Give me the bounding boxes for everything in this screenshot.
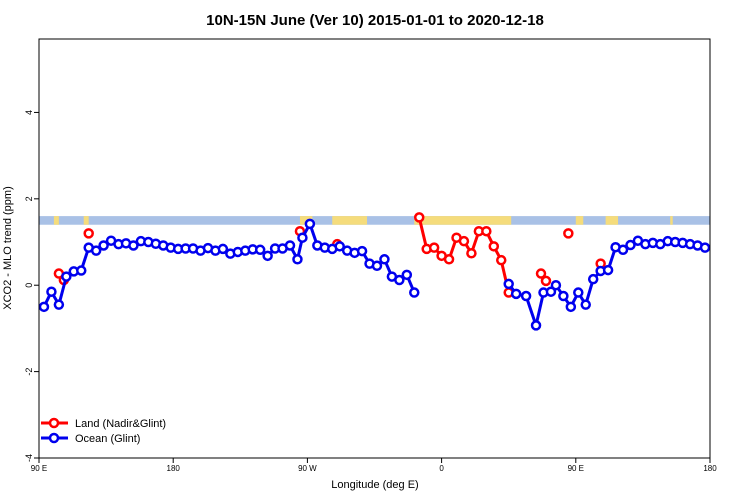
data-point [297, 232, 308, 243]
data-point [53, 299, 65, 310]
data-point [520, 290, 532, 302]
x-tick-label: 90 W [298, 464, 317, 473]
data-point [304, 218, 316, 230]
data-point [481, 225, 492, 237]
data-point [602, 264, 614, 276]
data-point [292, 254, 303, 265]
data-point [334, 241, 345, 252]
data-point [495, 254, 507, 266]
data-point [530, 320, 542, 331]
y-tick-label: 0 [24, 283, 34, 288]
legend-marker-land [48, 417, 60, 429]
data-point [617, 244, 629, 256]
y-axis: -4 -2 0 2 4 [24, 110, 39, 462]
series-line [417, 217, 511, 293]
data-point [587, 273, 599, 285]
data-point [61, 271, 72, 282]
data-point [217, 243, 229, 255]
y-tick-label: 4 [24, 110, 34, 115]
plot-frame [38, 38, 711, 459]
data-point [580, 299, 591, 310]
data-point [371, 260, 383, 272]
y-axis-label: XCO2 - MLO trend (ppm) [2, 186, 14, 309]
data-point [394, 274, 405, 286]
data-point [128, 240, 139, 251]
data-point [254, 244, 266, 256]
legend-label-ocean: Ocean (Glint) [75, 433, 140, 445]
data-point [545, 286, 557, 297]
land-band-land-patch [53, 216, 59, 225]
x-tick-label: 90 E [568, 464, 584, 473]
y-tick-label: -2 [24, 368, 34, 376]
data-point [46, 286, 57, 297]
data-point [413, 212, 425, 223]
data-point [573, 287, 584, 298]
data-point [443, 254, 455, 265]
data-point [38, 301, 50, 313]
data-point [699, 242, 711, 253]
land-band-land-patch [575, 216, 584, 225]
land-band-ocean-fill [39, 216, 710, 225]
data-point [625, 239, 636, 251]
data-point [379, 254, 390, 265]
land-band-land-patch [670, 216, 673, 225]
data-point [262, 250, 273, 262]
data-point [75, 265, 87, 276]
x-axis: 90 E 180 90 W 0 90 E 180 [31, 458, 717, 473]
x-tick-label: 180 [167, 464, 181, 473]
data-point [510, 288, 522, 300]
data-point [488, 241, 500, 252]
x-tick-label: 180 [703, 464, 717, 473]
data-point [409, 287, 420, 298]
y-tick-label: 2 [24, 196, 34, 201]
data-point [428, 242, 440, 253]
data-point [535, 268, 547, 279]
land-band-land-patch [83, 216, 89, 225]
x-axis-label: Longitude (deg E) [331, 479, 418, 491]
data-point [284, 240, 296, 251]
data-point [503, 278, 514, 290]
series-layer [38, 212, 711, 331]
chart-title: 10N-15N June (Ver 10) 2015-01-01 to 2020… [206, 12, 544, 29]
data-point [565, 301, 577, 313]
data-point [83, 228, 94, 239]
data-point [550, 279, 562, 291]
data-point [540, 275, 552, 287]
data-point [401, 269, 413, 281]
data-point [98, 240, 109, 251]
legend-label-land: Land (Nadir&Glint) [75, 418, 166, 430]
x-tick-label: 0 [439, 464, 444, 473]
land-band-land-patch [332, 216, 368, 225]
data-point [466, 248, 477, 259]
legend-marker-ocean [48, 432, 60, 444]
y-tick-label: -4 [24, 454, 34, 462]
x-tick-label: 90 E [31, 464, 47, 473]
legend: Land (Nadir&Glint) Ocean (Glint) [41, 417, 166, 445]
data-point [90, 245, 102, 256]
data-point [356, 245, 368, 257]
land-band-land-patch [414, 216, 512, 225]
series-line [507, 239, 706, 327]
data-point [458, 235, 470, 247]
data-point [558, 290, 569, 302]
land-band-land-patch [605, 216, 619, 225]
data-point [563, 228, 574, 239]
land-mask-band [39, 216, 710, 225]
series-line [42, 222, 416, 308]
